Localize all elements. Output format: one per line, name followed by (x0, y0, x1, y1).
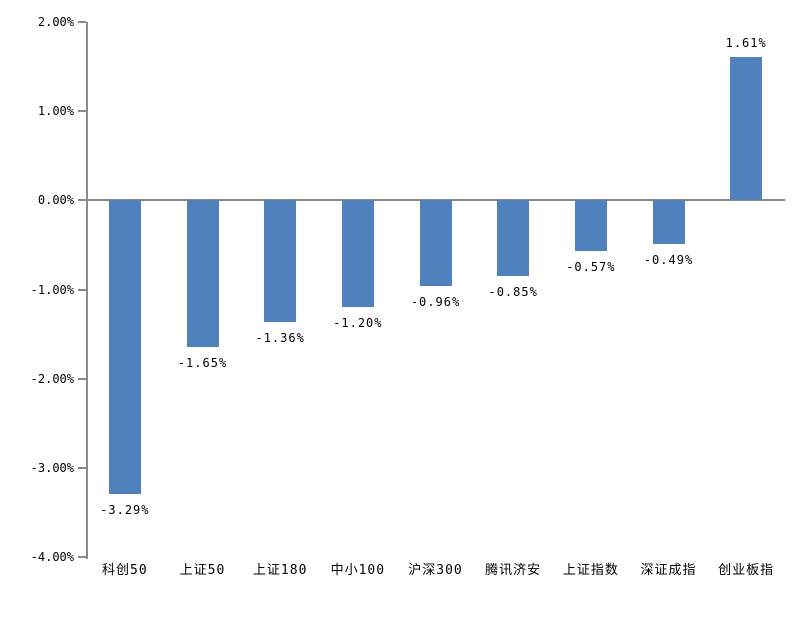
x-axis-label: 创业板指 (718, 563, 775, 578)
x-axis-label: 科创50 (102, 563, 148, 578)
y-tick-mark (78, 199, 86, 202)
bar-上证指数 (574, 200, 607, 252)
bar-腾讯济安 (497, 200, 530, 277)
bar-创业板指 (730, 56, 763, 201)
value-label: -0.57% (566, 260, 616, 275)
y-tick-mark (78, 556, 86, 558)
y-tick-label: 0.00% (37, 193, 74, 208)
x-axis-label: 中小100 (330, 563, 386, 578)
y-tick-label: -4.00% (30, 550, 74, 564)
value-label: 1.61% (725, 35, 767, 50)
x-axis-label: 沪深300 (408, 563, 463, 578)
value-label: -0.85% (488, 285, 538, 300)
y-tick-mark (78, 466, 86, 469)
bar-深证成指 (652, 200, 685, 245)
y-tick-mark (78, 110, 86, 113)
x-axis-label: 上证50 (179, 563, 226, 578)
value-label: -1.36% (255, 330, 305, 345)
y-tick-mark (78, 21, 86, 23)
y-tick-label: -2.00% (30, 371, 74, 386)
y-axis-line (86, 22, 88, 559)
bar-中小100 (341, 200, 374, 308)
y-tick-mark (78, 288, 86, 291)
value-label: -0.96% (410, 294, 461, 309)
value-label: -1.65% (177, 356, 228, 371)
bar-上证50 (186, 200, 219, 348)
x-axis-label: 上证指数 (562, 563, 619, 578)
y-tick-label: 1.00% (37, 104, 74, 119)
y-tick-label: -1.00% (30, 282, 74, 297)
y-tick-label: -3.00% (30, 460, 74, 475)
x-axis-label: 上证180 (252, 563, 308, 578)
value-label: -0.49% (643, 253, 694, 268)
value-label: -1.20% (333, 316, 383, 331)
y-tick-mark (78, 377, 86, 380)
value-label: -3.29% (100, 502, 150, 517)
x-axis-label: 腾讯济安 (485, 563, 542, 578)
bar-沪深300 (419, 200, 452, 286)
bar-科创50 (108, 200, 141, 494)
y-tick-label: 2.00% (37, 15, 74, 29)
x-axis-label: 深证成指 (640, 563, 697, 578)
bar-上证180 (264, 200, 297, 322)
